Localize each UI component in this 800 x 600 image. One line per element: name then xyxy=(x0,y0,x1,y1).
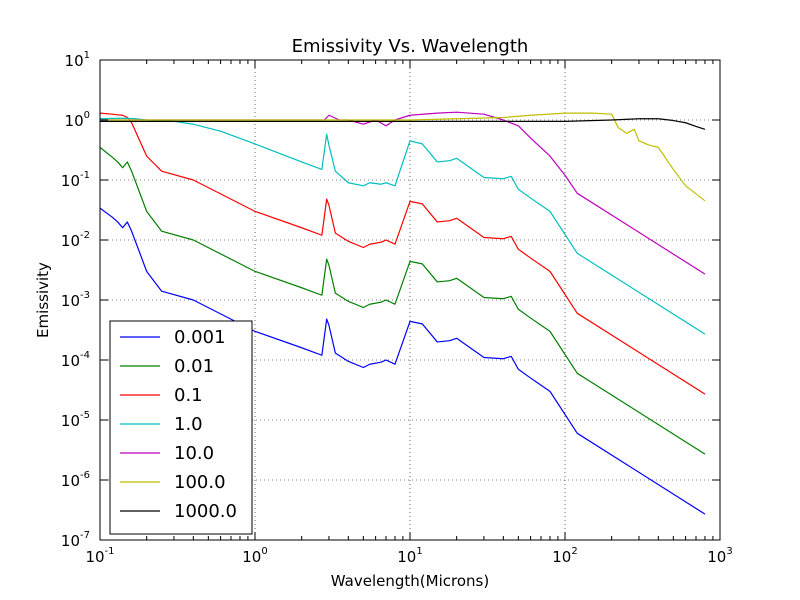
legend-box xyxy=(109,320,253,535)
chart-title: Emissivity Vs. Wavelength xyxy=(292,36,529,57)
axis-ticks xyxy=(99,59,721,541)
legend: 0.001 0.01 0.1 1.0 10.0 100.0 1000.0 xyxy=(109,320,253,535)
series-line-3 xyxy=(99,112,706,395)
legend-label: 0.1 xyxy=(174,385,203,406)
legend-label: 100.0 xyxy=(174,472,226,493)
legend-label: 0.01 xyxy=(174,356,214,377)
series-lines xyxy=(99,111,706,515)
legend-label: 1.0 xyxy=(174,414,203,435)
legend-label: 10.0 xyxy=(174,443,214,464)
legend-label: 1000.0 xyxy=(174,501,237,522)
x-axis-label: Wavelength(Microns) xyxy=(331,572,489,590)
series-line-2 xyxy=(99,146,706,455)
legend-label: 0.001 xyxy=(174,327,226,348)
series-line-7 xyxy=(100,118,706,130)
series-line-1 xyxy=(99,207,706,515)
series-line-6 xyxy=(100,112,706,202)
grid-lines xyxy=(100,60,720,540)
series-line-4 xyxy=(99,117,706,335)
y-axis-label: Emissivity xyxy=(34,262,52,338)
tick-labels: 10-1 100 101 102 10310-710-610-510-410-310-2… xyxy=(61,50,733,566)
